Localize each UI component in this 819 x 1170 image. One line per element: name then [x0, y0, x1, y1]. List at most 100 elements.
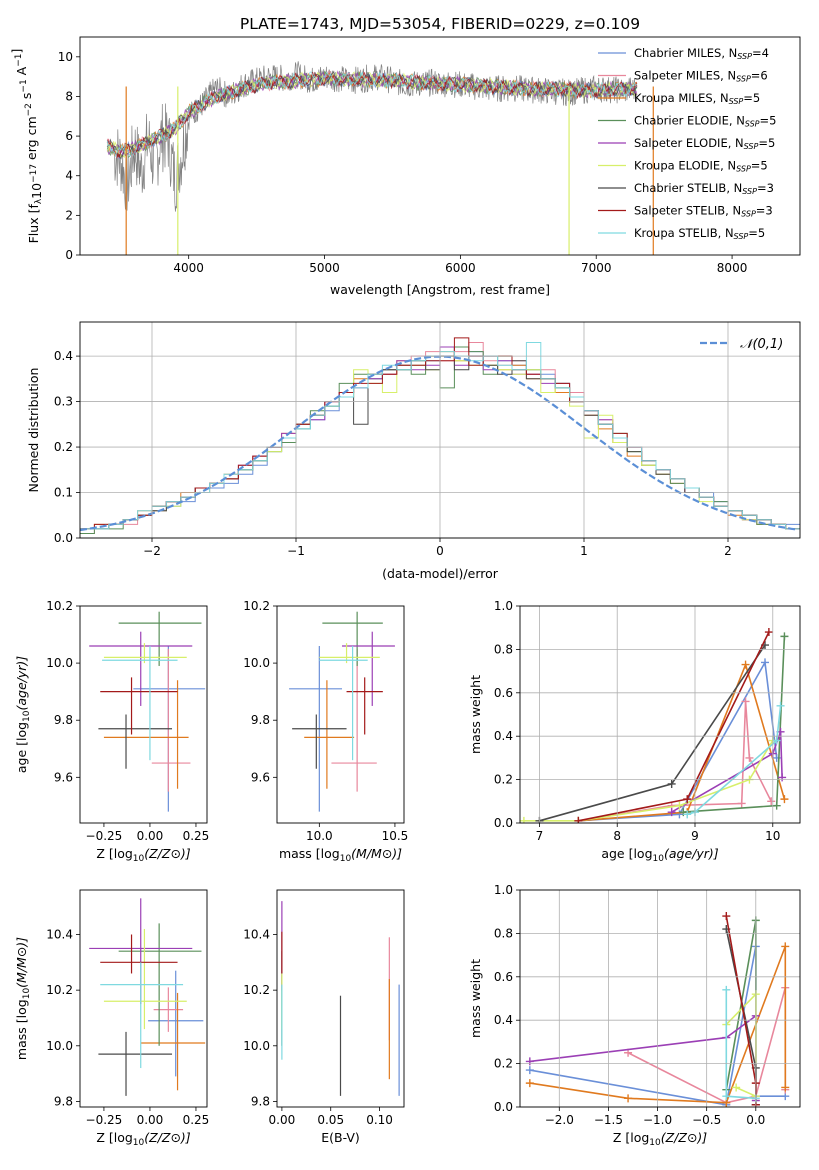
- series-marker: [761, 658, 769, 667]
- legend-count: =5: [758, 136, 775, 150]
- gaussian-legend-label: 𝒩(0,1): [740, 337, 783, 352]
- errorbar-point-kroupa-stelib: [102, 645, 178, 761]
- x-tick-label: 10: [765, 829, 780, 843]
- legend-count: =5: [751, 159, 768, 173]
- y-axis-label-subscript: 10: [22, 710, 32, 722]
- series-marker: [525, 1057, 534, 1066]
- legend-ssp: SSP: [734, 232, 749, 241]
- y-tick-label: 0.0: [494, 1100, 513, 1114]
- series-line: [578, 631, 770, 822]
- series-marker: [745, 753, 754, 762]
- y-axis-label-part: −1: [19, 79, 29, 92]
- x-tick-label: −1: [287, 544, 305, 558]
- errorbar-point-kroupa-miles: [304, 680, 355, 789]
- y-tick-label: 0.6: [494, 970, 513, 984]
- y-tick-label: 9.8: [251, 1094, 270, 1108]
- y-tick-label: 0.8: [494, 926, 513, 940]
- model-spectrum-salpeter-stelib: [106, 71, 638, 159]
- y-axis-label: mass [log10(M/M⊙)]: [14, 937, 32, 1060]
- errorbar-point-kroupa-stelib: [319, 645, 368, 761]
- y-axis-label-part: s: [19, 93, 34, 104]
- legend-ssp: SSP: [742, 187, 757, 196]
- panel-residuals: −2 −1 0 1 2 0.0 0.1 0.2 0.3 0.4 (data-model)/error…: [26, 321, 801, 581]
- y-tick-label: 0.0: [494, 816, 513, 830]
- y-tick-label: 2: [65, 208, 73, 222]
- series-marker: [772, 736, 781, 745]
- x-tick-label: 4000: [173, 261, 204, 275]
- series-marker: [667, 779, 676, 788]
- y-axis-label-rest: (age/yr)]: [14, 656, 29, 711]
- legend-n: N: [725, 226, 734, 240]
- legend-n: N: [736, 114, 745, 128]
- series-marker: [722, 912, 731, 921]
- x-tick-label: 9: [691, 829, 699, 843]
- x-tick-label: 0.25: [183, 829, 210, 843]
- y-tick-label: 0.6: [494, 686, 513, 700]
- x-tick-label: 8: [613, 829, 621, 843]
- series-marker: [520, 816, 528, 823]
- y-tick-label: 0.4: [54, 349, 73, 363]
- errorbar-point-kroupa-miles: [140, 992, 206, 1091]
- series-marker: [772, 801, 781, 810]
- x-tick-label: 7000: [581, 261, 612, 275]
- plot-area-mass-vs-EBV: [281, 901, 400, 1096]
- panel-mass-vs-EBV: 0.00 0.05 0.10 9.8 10.0 10.2 10.4 E(B-V): [243, 889, 405, 1145]
- x-tick-label: −2.0: [545, 1113, 574, 1127]
- axes-frame: [79, 889, 208, 1108]
- x-axis-label: mass [log10(M/M⊙)]: [279, 846, 402, 864]
- y-tick-label: 10.2: [243, 599, 270, 613]
- x-tick-label: 0.05: [317, 1113, 344, 1127]
- x-tick-label: 6000: [445, 261, 476, 275]
- y-axis-label-part: erg cm: [24, 116, 39, 164]
- y-tick-label: 9.8: [54, 713, 73, 727]
- y-axis-label: Normed distribution: [26, 368, 41, 493]
- errorbar-point-chabrier-stelib: [292, 714, 347, 769]
- axes-frame: [276, 889, 405, 1108]
- legend-entry: Chabrier ELODIE, NSSP=5: [634, 114, 776, 129]
- panel-weight-vs-age: 7 8 9 10 0.0 0.2 0.4 0.6 0.8 1.0 age [log10(age/yr…: [468, 599, 801, 864]
- y-tick-label: 0.4: [494, 729, 513, 743]
- legend-count: =5: [748, 226, 765, 240]
- legend-entry: Kroupa STELIB, NSSP=5: [634, 226, 765, 241]
- plot-area-spectrum: [106, 61, 654, 255]
- series-line: [578, 662, 786, 822]
- legend-ssp: SSP: [729, 97, 744, 106]
- series-marker: [741, 660, 750, 669]
- series-marker: [683, 810, 692, 819]
- series-marker: [781, 942, 790, 951]
- y-tick-label: 9.6: [251, 770, 270, 784]
- errorbar-point-chabrier-stelib: [98, 1031, 173, 1096]
- y-axis-label-part: −2: [24, 103, 34, 116]
- errorbar-point-chabrier-miles: [148, 970, 204, 1077]
- series-chabrier-miles: [574, 658, 781, 823]
- x-tick-label: 0.00: [137, 1113, 164, 1127]
- x-tick-label: 8000: [717, 261, 748, 275]
- x-axis-label-rest: (Z/Z⊙)]: [661, 1130, 708, 1145]
- y-tick-label: 8: [65, 89, 73, 103]
- legend-entry: Kroupa MILES, NSSP=5: [634, 91, 760, 106]
- y-tick-label: 0.2: [494, 1057, 513, 1071]
- errorbar-point-salpeter-stelib: [100, 677, 178, 735]
- y-tick-label: 9.8: [54, 1094, 73, 1108]
- series-marker: [722, 1092, 731, 1101]
- legend-count: =5: [760, 114, 777, 128]
- y-tick-label: 10.2: [46, 599, 73, 613]
- series-marker: [732, 1083, 741, 1092]
- y-axis-label-part: −17: [29, 164, 39, 183]
- panel-mass-vs-Z: −0.25 0.00 0.25 9.8 10.0 10.2 10.4 Z [log10(Z/Z…: [14, 889, 209, 1148]
- y-tick-label: 4: [65, 169, 73, 183]
- errorbar-point-salpeter-stelib: [100, 934, 178, 974]
- x-tick-label: −2: [143, 544, 161, 558]
- y-axis-label: mass weight: [468, 675, 483, 754]
- axes-frame: [519, 889, 801, 1108]
- y-tick-label: 10.2: [243, 983, 270, 997]
- legend-n: N: [732, 204, 741, 218]
- x-tick-label: −1.5: [594, 1113, 623, 1127]
- legend-count: =6: [751, 69, 768, 83]
- x-axis-label: wavelength [Angstrom, rest frame]: [330, 282, 550, 297]
- axes-frame: [519, 605, 801, 824]
- axes-frame: [276, 605, 405, 824]
- legend-entry: Salpeter MILES, NSSP=6: [634, 69, 768, 84]
- errorbar-point-kroupa-elodie: [103, 928, 187, 1030]
